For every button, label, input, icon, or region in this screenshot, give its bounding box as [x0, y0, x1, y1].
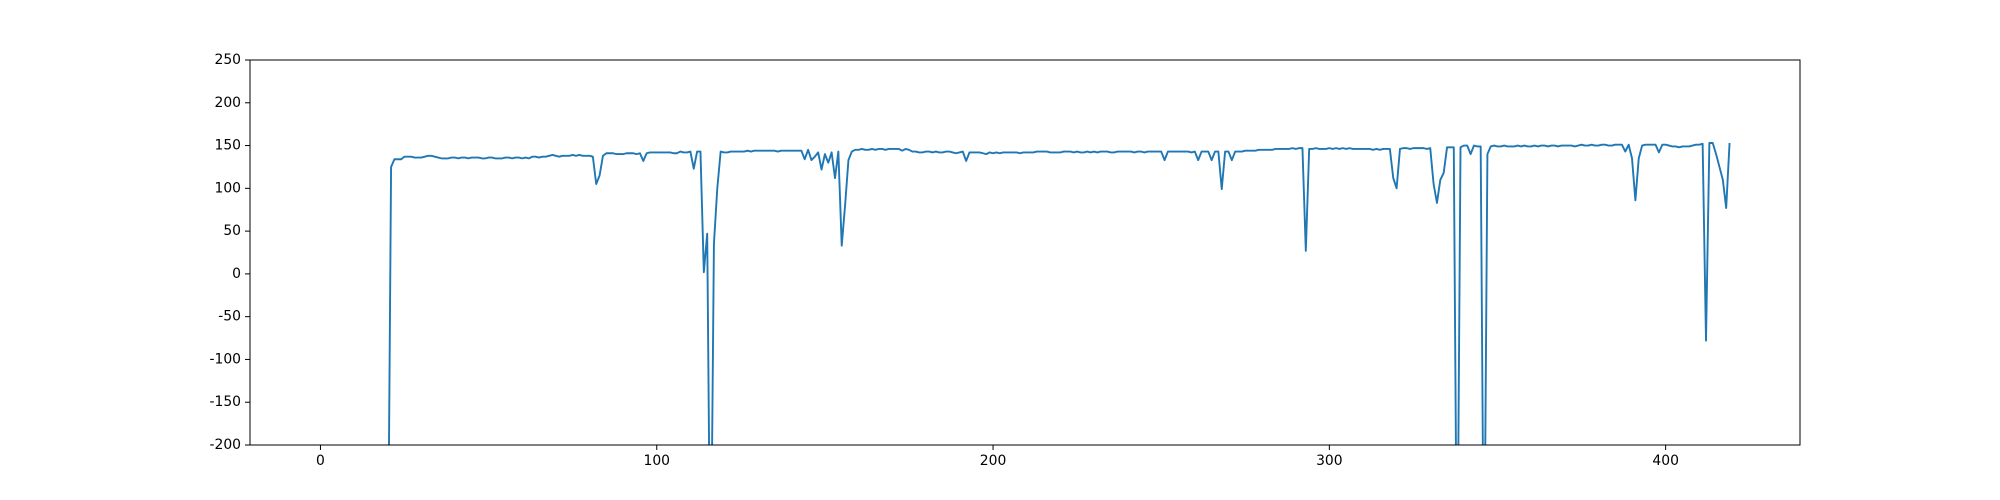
x-tick-label: 0 [316, 453, 325, 469]
y-tick-label: 100 [214, 180, 241, 196]
line [388, 142, 1731, 445]
y-tick-label: 50 [223, 223, 241, 239]
x-tick-label: 300 [1316, 453, 1343, 469]
y-tick-label: -150 [209, 394, 241, 410]
y-tick-label: -100 [209, 351, 241, 367]
y-tick-label: -50 [218, 309, 241, 325]
y-tick-label: 250 [214, 52, 241, 68]
axes-frame [249, 59, 1801, 446]
y-tick-label: 150 [214, 138, 241, 154]
x-tick-label: 200 [980, 453, 1007, 469]
x-tick-label: 400 [1652, 453, 1679, 469]
y-tick-label: -200 [209, 437, 241, 453]
y-tick-label: 200 [214, 95, 241, 111]
y-tick-label: 0 [232, 266, 241, 282]
x-tick-label: 100 [643, 453, 670, 469]
